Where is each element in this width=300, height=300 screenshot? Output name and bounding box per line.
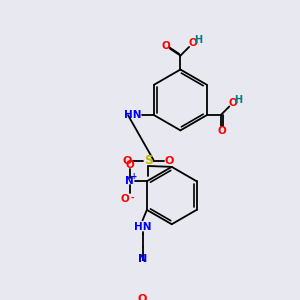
Text: O: O	[125, 160, 134, 170]
Text: O: O	[164, 156, 174, 166]
Text: O: O	[188, 38, 197, 49]
Text: O: O	[123, 156, 132, 166]
Text: HN: HN	[134, 222, 151, 232]
Text: O: O	[229, 98, 237, 108]
Text: O: O	[217, 126, 226, 136]
Text: N: N	[138, 254, 147, 264]
Text: +: +	[130, 172, 136, 182]
Text: N: N	[125, 176, 134, 186]
Text: O: O	[161, 41, 170, 51]
Text: H: H	[195, 35, 203, 45]
Text: -: -	[130, 194, 134, 203]
Text: O: O	[121, 194, 130, 204]
Text: HN: HN	[124, 110, 142, 120]
Text: S: S	[144, 154, 153, 167]
Text: H: H	[234, 94, 242, 104]
Text: O: O	[138, 294, 147, 300]
